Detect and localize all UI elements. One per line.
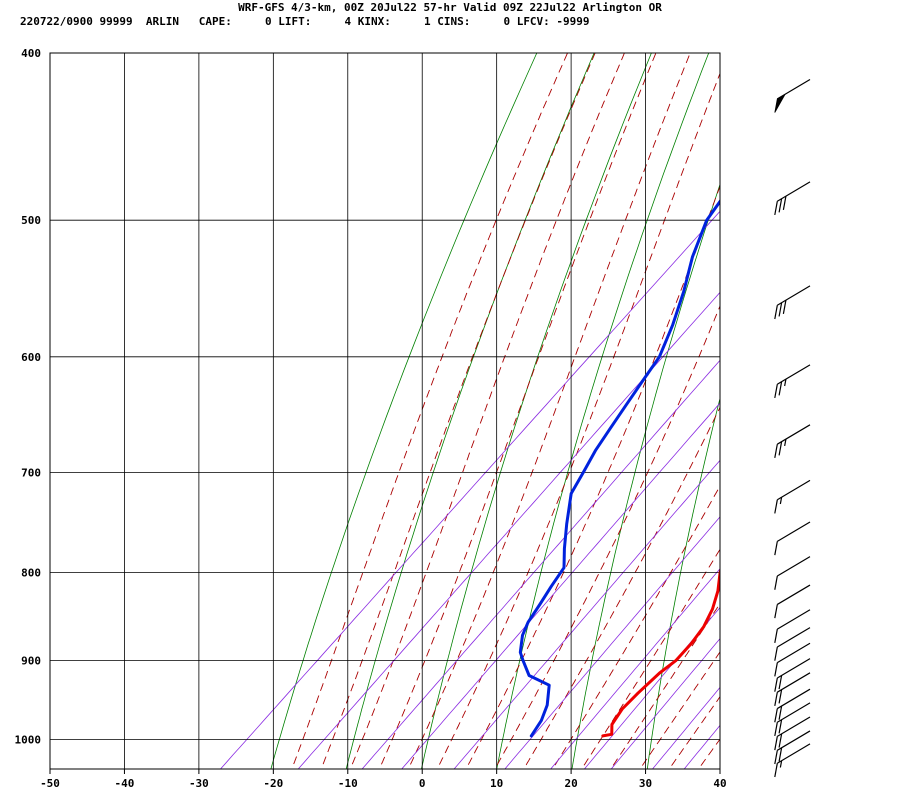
dry-adiabat-line [722, 34, 887, 776]
moist-adiabat-line [610, 602, 720, 769]
mixing-ratio-line [219, 210, 720, 769]
dewpoint-profile [518, 198, 720, 738]
wind-barb [774, 688, 811, 723]
x-tick-label: 30 [639, 777, 652, 790]
y-tick-label: 600 [21, 351, 41, 364]
mixing-ratio-line [550, 568, 720, 769]
mixing-ratio-line [401, 402, 720, 769]
x-tick-label: 40 [713, 777, 726, 790]
mixing-ratio-line [651, 686, 720, 769]
wind-barb [774, 424, 811, 459]
mixing-ratio-line [583, 606, 720, 769]
moist-adiabat-line [581, 548, 720, 769]
wind-barb [774, 702, 811, 737]
mixing-ratio-line [297, 291, 720, 769]
x-tick-label: -10 [338, 777, 358, 790]
moist-adiabat-line [697, 738, 720, 769]
x-tick-label: 20 [564, 777, 577, 790]
y-tick-label: 700 [21, 466, 41, 479]
wind-barb [774, 730, 811, 765]
y-tick-label: 400 [21, 47, 41, 60]
moist-adiabat-line [378, 53, 657, 769]
wind-barb [774, 743, 811, 778]
thermodynamic-background [219, 34, 900, 776]
moist-adiabat-line [523, 406, 720, 769]
x-tick-label: 10 [490, 777, 503, 790]
temperature-profile [601, 567, 720, 738]
mixing-ratio-line [453, 459, 720, 769]
wind-barb [774, 584, 811, 619]
y-axis: 400 500 600 700 800 900 1000 [15, 47, 42, 747]
stability-indices: 220722/0900 99999 ARLIN CAPE: 0 LIFT: 4 … [20, 15, 590, 28]
moist-adiabat-line [494, 304, 720, 769]
wind-barb [774, 716, 811, 751]
dry-adiabat-line [420, 53, 652, 769]
x-tick-label: -30 [189, 777, 209, 790]
moist-adiabat-line [436, 72, 720, 769]
wind-barb [774, 181, 811, 216]
wind-barb [774, 285, 811, 320]
moist-adiabat-line [320, 53, 596, 769]
moist-adiabat-line [552, 485, 720, 769]
chart-title: WRF-GFS 4/3-km, 00Z 20Jul22 57-hr Valid … [238, 1, 662, 14]
mixing-ratio-line [610, 638, 720, 769]
dry-adiabat-line [873, 34, 900, 776]
mixing-ratio-line [361, 359, 720, 769]
x-tick-label: -50 [40, 777, 60, 790]
wind-barbs [774, 78, 811, 778]
x-tick-label: -20 [263, 777, 283, 790]
plot-frame [49, 52, 721, 770]
wind-barb [774, 364, 811, 399]
y-tick-label: 800 [21, 566, 41, 579]
mixing-ratio-line [504, 516, 720, 769]
wind-barb [774, 627, 811, 661]
dry-adiabat-line [270, 53, 538, 769]
moist-adiabat-line [407, 53, 691, 769]
dry-adiabat-line [345, 53, 595, 769]
dry-adiabat-line [646, 396, 720, 769]
wind-barb [774, 658, 811, 692]
wind-barb [774, 521, 811, 556]
moist-adiabat-line [291, 53, 568, 769]
y-tick-label: 500 [21, 214, 41, 227]
wind-barb [774, 78, 811, 113]
x-tick-label: 0 [419, 777, 426, 790]
wind-barb [774, 642, 811, 677]
moist-adiabat-line [668, 695, 720, 769]
grid [50, 52, 720, 769]
y-tick-label: 1000 [15, 734, 42, 747]
y-tick-label: 900 [21, 655, 41, 668]
moist-adiabat-line [639, 651, 720, 769]
wind-barb [774, 556, 811, 590]
wind-barb [774, 672, 811, 707]
x-axis: -50 -40 -30 -20 -10 0 10 20 30 40 [40, 769, 727, 790]
moist-adiabat-line [349, 53, 625, 769]
x-tick-label: -40 [115, 777, 135, 790]
dry-adiabat-line [496, 53, 710, 769]
wind-barb [774, 609, 811, 643]
moist-adiabat-line [465, 185, 720, 769]
wind-barb [774, 479, 811, 514]
dry-adiabat-line [797, 34, 900, 776]
sounding-profiles [518, 198, 720, 738]
